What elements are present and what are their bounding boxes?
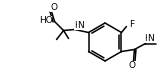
Text: H: H (74, 21, 81, 30)
Text: N: N (77, 21, 84, 30)
Text: O: O (50, 3, 57, 12)
Text: H: H (144, 34, 151, 43)
Text: N: N (147, 34, 154, 43)
Text: HO: HO (39, 16, 52, 25)
Text: O: O (129, 61, 136, 70)
Text: F: F (129, 20, 134, 29)
